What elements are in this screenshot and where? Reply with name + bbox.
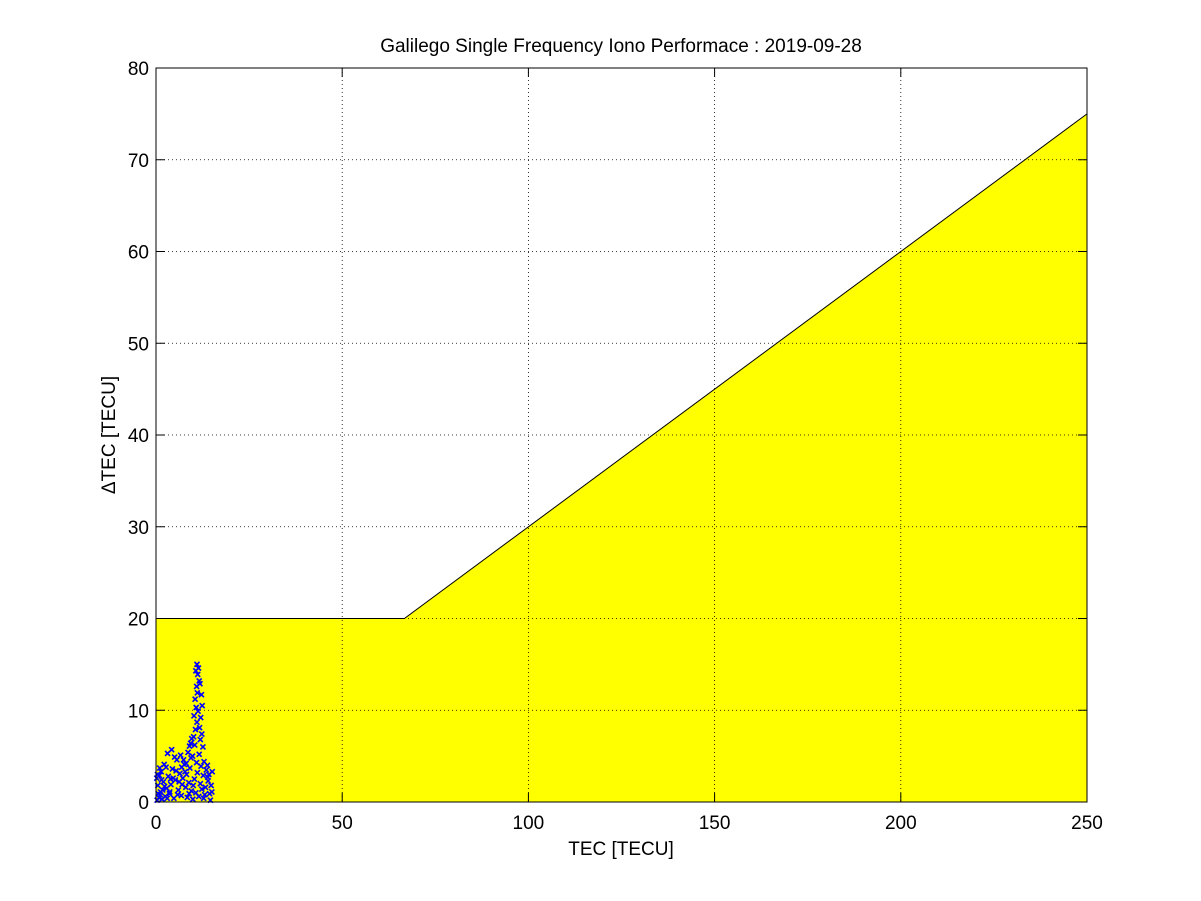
scatter-point — [199, 702, 206, 709]
scatter-point — [192, 726, 199, 733]
scatter-point — [173, 767, 180, 774]
x-axis-label: TEC [TECU] — [568, 839, 674, 860]
scatter-point — [184, 794, 191, 801]
scatter-point — [186, 742, 193, 750]
scatter-point — [194, 671, 201, 678]
scatter-point — [198, 691, 205, 698]
scatter-point — [199, 743, 206, 751]
scatter-point — [191, 742, 198, 749]
scatter-point — [204, 774, 211, 781]
scatter-point — [158, 776, 165, 784]
y-tick-label: 0 — [138, 793, 149, 814]
x-tick-label: 100 — [513, 813, 545, 834]
scatter-point — [188, 735, 195, 742]
scatter-point — [198, 731, 205, 738]
axes-layer — [155, 67, 1088, 803]
x-tick-label: 0 — [151, 813, 162, 834]
y-tick-label: 70 — [128, 151, 149, 172]
scatter-point — [190, 782, 197, 789]
chart-title: Galilego Single Frequency Iono Performac… — [380, 36, 862, 57]
scatter-point — [195, 793, 202, 800]
scatter-point — [156, 764, 163, 772]
scatter-point — [193, 704, 200, 711]
scatter-point — [200, 795, 207, 802]
scatter-point — [171, 753, 178, 761]
scatter-point — [174, 791, 181, 798]
scatter-point — [198, 786, 205, 793]
scatter-point — [155, 790, 162, 797]
scatter-point — [196, 751, 203, 758]
x-tick-label: 200 — [885, 813, 917, 834]
scatter-point — [184, 749, 192, 756]
scatter-point — [193, 661, 201, 668]
scatter-point — [169, 765, 176, 773]
scatter-point — [202, 784, 209, 791]
scatter-point — [162, 764, 170, 771]
scatter-point — [178, 764, 185, 771]
x-tick-label: 150 — [699, 813, 731, 834]
y-tick-label: 10 — [128, 701, 149, 722]
scatter-point — [168, 746, 175, 753]
y-axis-label: ΔTEC [TECU] — [99, 376, 120, 494]
tick-labels-layer: 0 50 100 150 200 250 0 10 20 30 40 50 60 70 80 — [128, 59, 1103, 834]
scatter-point — [187, 754, 195, 762]
scatter-point — [195, 664, 202, 672]
scatter-point — [197, 736, 204, 743]
y-tick-label: 60 — [128, 243, 149, 264]
scatter-point — [197, 714, 204, 721]
scatter-point — [203, 766, 210, 773]
scatter-point — [189, 796, 196, 803]
scatter-point — [208, 782, 215, 789]
scatter-point — [176, 778, 183, 785]
scatter-point — [193, 759, 200, 766]
y-tick-label: 30 — [128, 518, 149, 539]
y-tick-label: 20 — [128, 610, 149, 631]
scatter-point — [208, 788, 215, 795]
y-tick-label: 50 — [128, 334, 149, 355]
scatter-point — [200, 758, 208, 765]
scatter-point — [161, 783, 168, 790]
scatter-point — [175, 787, 182, 794]
scatter-point — [194, 769, 201, 776]
scatter-point — [167, 781, 174, 788]
scatter-point — [181, 768, 189, 775]
scatter-point — [185, 779, 192, 786]
y-tick-label: 40 — [128, 426, 149, 447]
scatter-point — [196, 680, 204, 687]
threshold-region-fill — [156, 113, 1087, 802]
scatter-point — [196, 724, 203, 731]
scatter-point — [190, 712, 198, 719]
scatter-point — [200, 772, 207, 779]
scatter-point — [166, 788, 173, 795]
y-tick-label: 80 — [128, 59, 149, 80]
scatter-points-layer — [153, 661, 216, 804]
x-tick-label: 250 — [1071, 813, 1103, 834]
scatter-point — [195, 708, 202, 715]
scatter-point — [177, 752, 184, 759]
scatter-point — [192, 696, 199, 703]
x-tick-label: 50 — [332, 813, 353, 834]
scatter-point — [186, 790, 193, 797]
scatter-point — [170, 775, 177, 782]
scatter-point — [191, 775, 198, 783]
scatter-point — [194, 689, 201, 696]
scatter-point — [197, 780, 204, 787]
scatter-point — [164, 795, 171, 802]
